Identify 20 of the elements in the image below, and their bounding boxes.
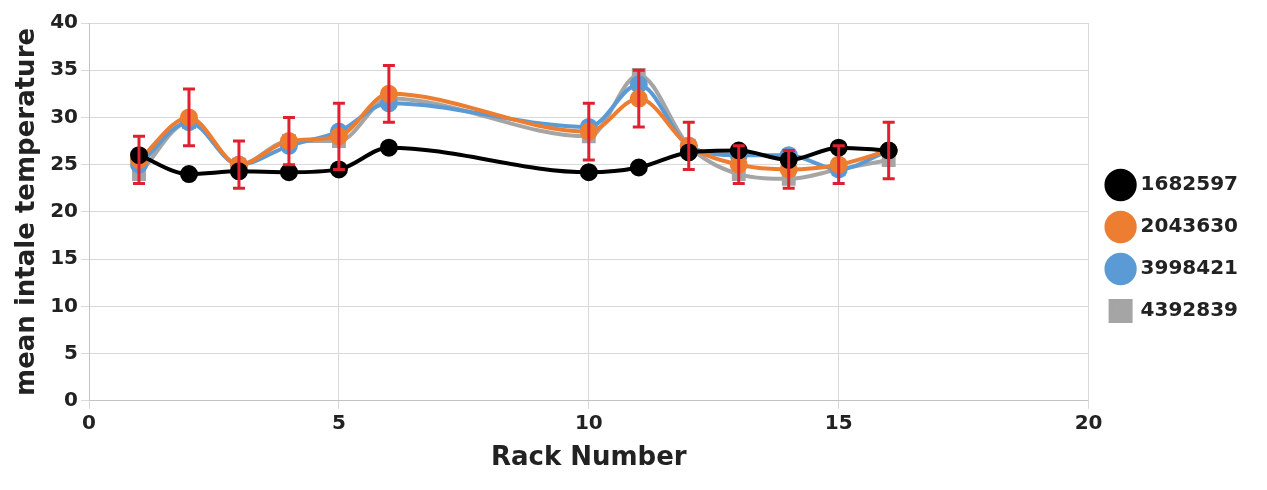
legend-label: 4392839 <box>1140 297 1239 322</box>
y-tick-label: 10 <box>50 292 79 317</box>
y-axis-title: mean intale temperature <box>10 27 41 396</box>
x-tick-label: 20 <box>1074 410 1103 434</box>
x-tick-label: 0 <box>82 410 96 434</box>
y-tick-label: 20 <box>50 198 79 223</box>
x-tick-label: 5 <box>331 410 346 434</box>
y-tick-label: 30 <box>50 103 79 128</box>
y-tick-label: 0 <box>64 387 79 411</box>
legend-label: 3998421 <box>1140 255 1239 280</box>
x-tick-label: 10 <box>574 410 603 434</box>
y-tick-label: 5 <box>64 339 79 364</box>
y-tick-label: 40 <box>50 9 79 34</box>
legend-label: 1682597 <box>1140 171 1239 196</box>
y-tick-label: 25 <box>50 150 79 175</box>
legend-label: 2043630 <box>1140 213 1239 238</box>
y-tick-label: 35 <box>50 56 79 81</box>
x-tick-label: 15 <box>824 410 853 434</box>
x-axis-title: Rack Number <box>490 441 687 472</box>
y-tick-label: 15 <box>50 245 79 270</box>
